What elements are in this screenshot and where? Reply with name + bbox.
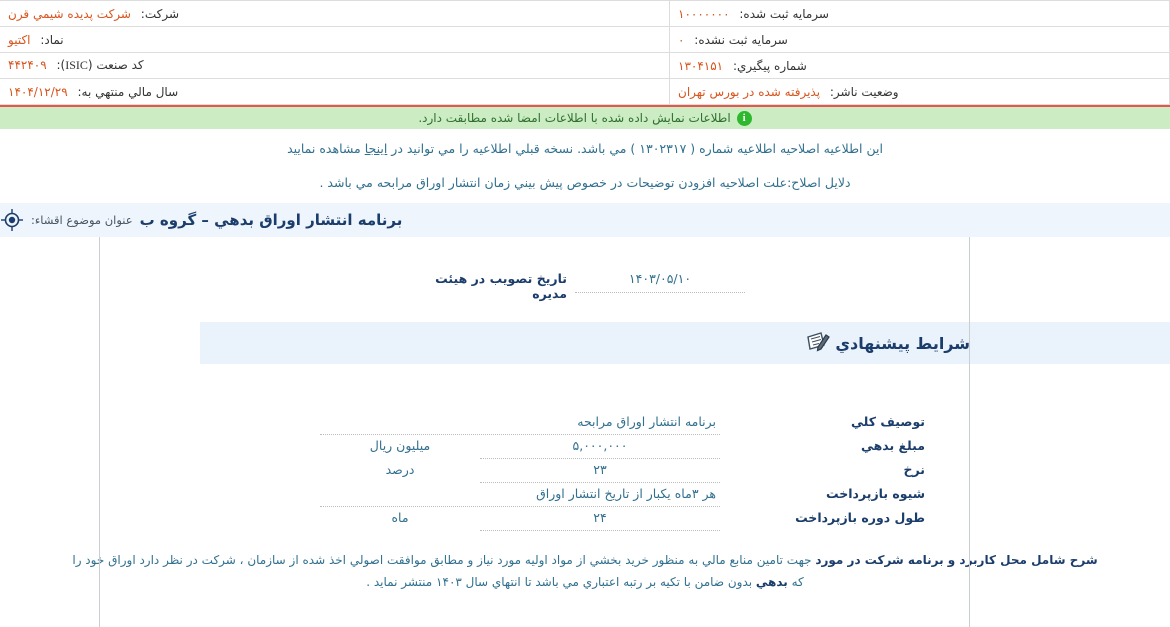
detail-row-repayment-period: طول دوره بازپرداخت ۲۴ ماه [245,510,925,531]
disclosure-title-group: برنامه انتشار اوراق بدهي – گروه ب عنوان … [0,208,408,232]
tracking-number-value: ۱۳۰۴۱۵۱ [678,58,724,73]
disclosure-title-prefix: عنوان موضوع اقشاء: [31,213,133,227]
isic-label-prefix: كد صنعت ( [87,58,144,72]
amendment-notice-text-2: مشاهده نماييد [287,141,365,156]
previous-version-link[interactable]: اينجا [364,141,388,156]
detail-label-repayment-method: شيوه بازپرداخت [826,486,925,501]
registered-capital-value: ۱۰۰۰۰۰۰۰ [678,6,730,21]
disclosure-body: ۱۴۰۳/۰۵/۱۰ تاريخ تصويب در هيئت مديره شرا… [0,237,1170,627]
tracking-number-label: شماره پيگيري: [732,58,807,73]
alert-content: i اطلاعات نمايش داده شده با اطلاعات امضا… [418,110,752,126]
registered-capital-cell: سرمايه ثبت شده: ۱۰۰۰۰۰۰۰ [669,0,1170,27]
proposed-conditions-heading: شرايط پيشنهادي [835,333,970,353]
company-name-cell: شركت: شركت پديده شيمي قرن [0,0,670,27]
unregistered-capital-value: ۰ [678,32,685,47]
signature-verification-alert: i اطلاعات نمايش داده شده با اطلاعات امضا… [0,105,1170,129]
conditions-details-table: توصيف كلي برنامه انتشار اوراق مرابحه مبل… [245,364,925,531]
company-info-table: سرمايه ثبت شده: ۱۰۰۰۰۰۰۰ شركت: شركت پديد… [0,0,1170,105]
detail-label-debt-amount: مبلغ بدهي [860,438,925,453]
proposed-conditions-group: شرايط پيشنهادي [805,330,970,356]
detail-row-repayment-method: شيوه بازپرداخت هر ۳ماه يكبار از تاريخ ان… [245,486,925,507]
detail-row-rate: نرخ ۲۳ درصد [245,462,925,483]
detail-value-repayment-period: ۲۴ [480,510,720,531]
detail-unit-rate: درصد [385,462,415,477]
detail-value-repayment-method: هر ۳ماه يكبار از تاريخ انتشار اوراق [320,486,720,507]
detail-label-rate: نرخ [903,462,925,477]
isic-value: ۴۴۲۴۰۹ [8,58,47,72]
usage-description-body-2: بدون ضامن با تكيه بر رتبه اعتباري مي باش… [366,575,756,589]
amendment-reason: دلايل اصلاح:علت اصلاحيه افزودن توضيحات د… [319,175,851,190]
info-icon: i [736,110,752,126]
issuer-status-label: وضعيت ناشر: [829,84,899,99]
alert-text: اطلاعات نمايش داده شده با اطلاعات امضا ش… [418,111,731,125]
target-icon [1,209,23,231]
detail-unit-repayment-period: ماه [391,510,409,525]
fiscal-year-value: ۱۴۰۴/۱۲/۲۹ [8,84,68,99]
detail-label-repayment-period: طول دوره بازپرداخت [795,510,925,525]
tracking-number-cell: شماره پيگيري: ۱۳۰۴۱۵۱ [669,52,1170,79]
approval-date-value: ۱۴۰۳/۰۵/۱۰ [575,271,745,293]
detail-row-description: توصيف كلي برنامه انتشار اوراق مرابحه [245,414,925,435]
amendment-notice: اين اطلاعيه اصلاحيه اطلاعيه شماره ( ۱۳۰۲… [0,129,1170,159]
isic-label-suffix: ): [56,58,66,72]
isic-cell: كد صنعت (ISIC): ۴۴۲۴۰۹ [0,52,670,79]
approval-date-group: ۱۴۰۳/۰۵/۱۰ تاريخ تصويب در هيئت مديره [425,271,745,301]
table-row: سرمايه ثبت شده: ۱۰۰۰۰۰۰۰ شركت: شركت پديد… [0,0,1170,27]
symbol-cell: نماد: اكتيو [0,26,670,53]
table-row: وضعيت ناشر: پذيرفته شده در بورس تهران سا… [0,78,1170,105]
detail-value-rate: ۲۳ [480,462,720,483]
detail-unit-debt-amount: ميليون ريال [369,438,431,453]
table-row: سرمايه ثبت نشده: ۰ نماد: اكتيو [0,26,1170,53]
vertical-divider-right [969,237,970,627]
vertical-divider-left [99,237,100,627]
usage-description-label-1: شرح شامل محل كاربرد و برنامه شركت در مور… [815,553,1098,567]
usage-description-label-2: بدهي [755,575,788,589]
approval-date-row: ۱۴۰۳/۰۵/۱۰ تاريخ تصويب در هيئت مديره [0,237,1170,301]
detail-value-description: برنامه انتشار اوراق مرابحه [320,414,720,435]
proposed-conditions-band: شرايط پيشنهادي [200,322,1170,364]
approval-date-label: تاريخ تصويب در هيئت مديره [435,271,567,301]
usage-description-paragraph: شرح شامل محل كاربرد و برنامه شركت در مور… [65,549,1105,593]
isic-label-latin: ISIC [65,58,88,72]
unregistered-capital-cell: سرمايه ثبت نشده: ۰ [669,26,1170,53]
disclosure-title-band: برنامه انتشار اوراق بدهي – گروه ب عنوان … [0,203,1170,237]
issuer-status-cell: وضعيت ناشر: پذيرفته شده در بورس تهران [669,78,1170,105]
fiscal-year-cell: سال مالي منتهي به: ۱۴۰۴/۱۲/۲۹ [0,78,670,105]
note-edit-icon [807,332,831,352]
company-name-value: شركت پديده شيمي قرن [8,6,131,21]
symbol-label: نماد: [40,32,64,47]
detail-label-description: توصيف كلي [851,414,925,429]
company-name-label: شركت: [140,6,180,21]
detail-value-debt-amount: ۵,۰۰۰,۰۰۰ [480,438,720,459]
registered-capital-label: سرمايه ثبت شده: [739,6,829,21]
amendment-notice-text-1: اين اطلاعيه اصلاحيه اطلاعيه شماره ( ۱۳۰۲… [387,141,883,156]
table-row: شماره پيگيري: ۱۳۰۴۱۵۱ كد صنعت (ISIC): ۴۴… [0,52,1170,79]
unregistered-capital-label: سرمايه ثبت نشده: [694,32,788,47]
disclosure-title: برنامه انتشار اوراق بدهي – گروه ب [139,211,403,229]
symbol-value: اكتيو [8,32,31,47]
usage-description-body-1: جهت تامين منابع مالي به منظور خريد بخشي … [72,553,816,589]
detail-row-debt-amount: مبلغ بدهي ۵,۰۰۰,۰۰۰ ميليون ريال [245,438,925,459]
fiscal-year-label: سال مالي منتهي به: [77,84,179,99]
issuer-status-value: پذيرفته شده در بورس تهران [678,84,821,99]
